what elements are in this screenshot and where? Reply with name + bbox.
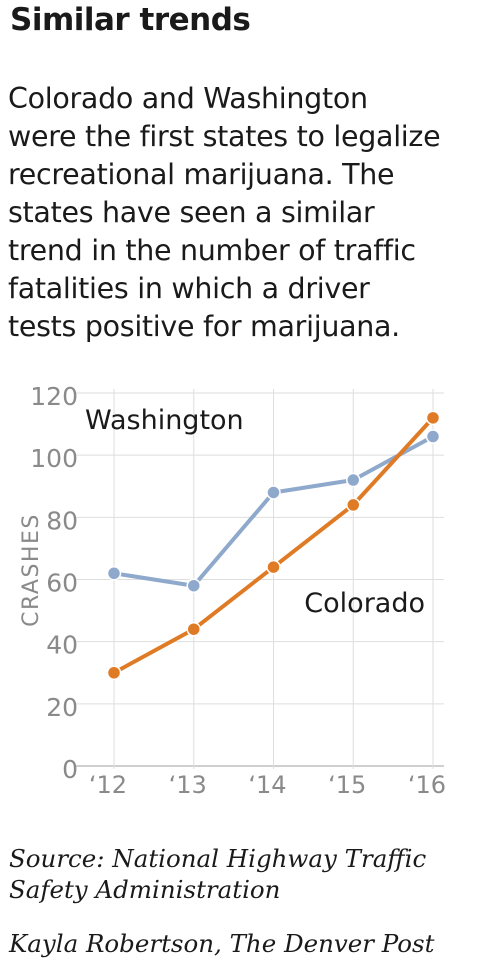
colorado-point — [106, 665, 122, 680]
x-tick-label: ‘14 — [248, 771, 286, 799]
washington-point — [346, 472, 361, 488]
colorado-point — [266, 559, 281, 575]
washington-point — [425, 429, 441, 444]
description-line: trend in the number of traffic — [8, 234, 416, 267]
x-tick-label: ‘16 — [408, 771, 446, 799]
y-tick-label: 120 — [30, 382, 78, 411]
description-line: states have seen a similar — [8, 196, 375, 229]
axes: 0 20 40 60 80 100 120 ‘12 ‘13 ‘14 ‘15 ‘16 CRASHES — [19, 382, 446, 799]
source-line: Source: National Highway Traffic — [9, 844, 427, 873]
washington-point — [106, 566, 122, 581]
chart-description: Colorado and Washington were the first s… — [8, 80, 488, 346]
line-chart: 0 20 40 60 80 100 120 ‘12 ‘13 ‘14 ‘15 ‘16 CRASHES Wa… — [19, 382, 446, 799]
washington-point — [266, 485, 281, 500]
source-note: Source: National Highway Traffic Safety … — [9, 843, 426, 905]
y-tick-label: 40 — [46, 631, 78, 660]
description-line: were the first states to legalize — [8, 120, 441, 153]
y-axis-label: CRASHES — [19, 513, 44, 627]
description-line: recreational marijuana. The — [8, 158, 395, 191]
description-line: tests positive for marijuana. — [8, 310, 400, 343]
y-tick-label: 80 — [46, 506, 78, 535]
source-line: Safety Administration — [9, 875, 281, 904]
washington-point — [186, 578, 201, 593]
colorado-point — [425, 410, 441, 426]
washington-series-label: Washington — [85, 405, 244, 436]
y-tick-label: 0 — [62, 755, 78, 784]
colorado-point — [186, 621, 201, 637]
description-line: fatalities in which a driver — [8, 272, 370, 305]
y-tick-label: 60 — [46, 569, 78, 598]
x-tick-label: ‘15 — [328, 771, 366, 799]
y-tick-label: 100 — [30, 444, 78, 473]
description-line: Colorado and Washington — [8, 82, 368, 115]
credit-note: Kayla Robertson, The Denver Post — [9, 929, 435, 958]
x-tick-label: ‘12 — [89, 771, 127, 799]
colorado-point — [346, 497, 361, 513]
labels: Washington Colorado — [85, 405, 425, 619]
series — [106, 410, 441, 680]
y-tick-label: 20 — [46, 693, 78, 722]
x-tick-label: ‘13 — [169, 771, 207, 799]
chart-title: Similar trends — [10, 2, 251, 38]
colorado-series-label: Colorado — [304, 588, 425, 619]
